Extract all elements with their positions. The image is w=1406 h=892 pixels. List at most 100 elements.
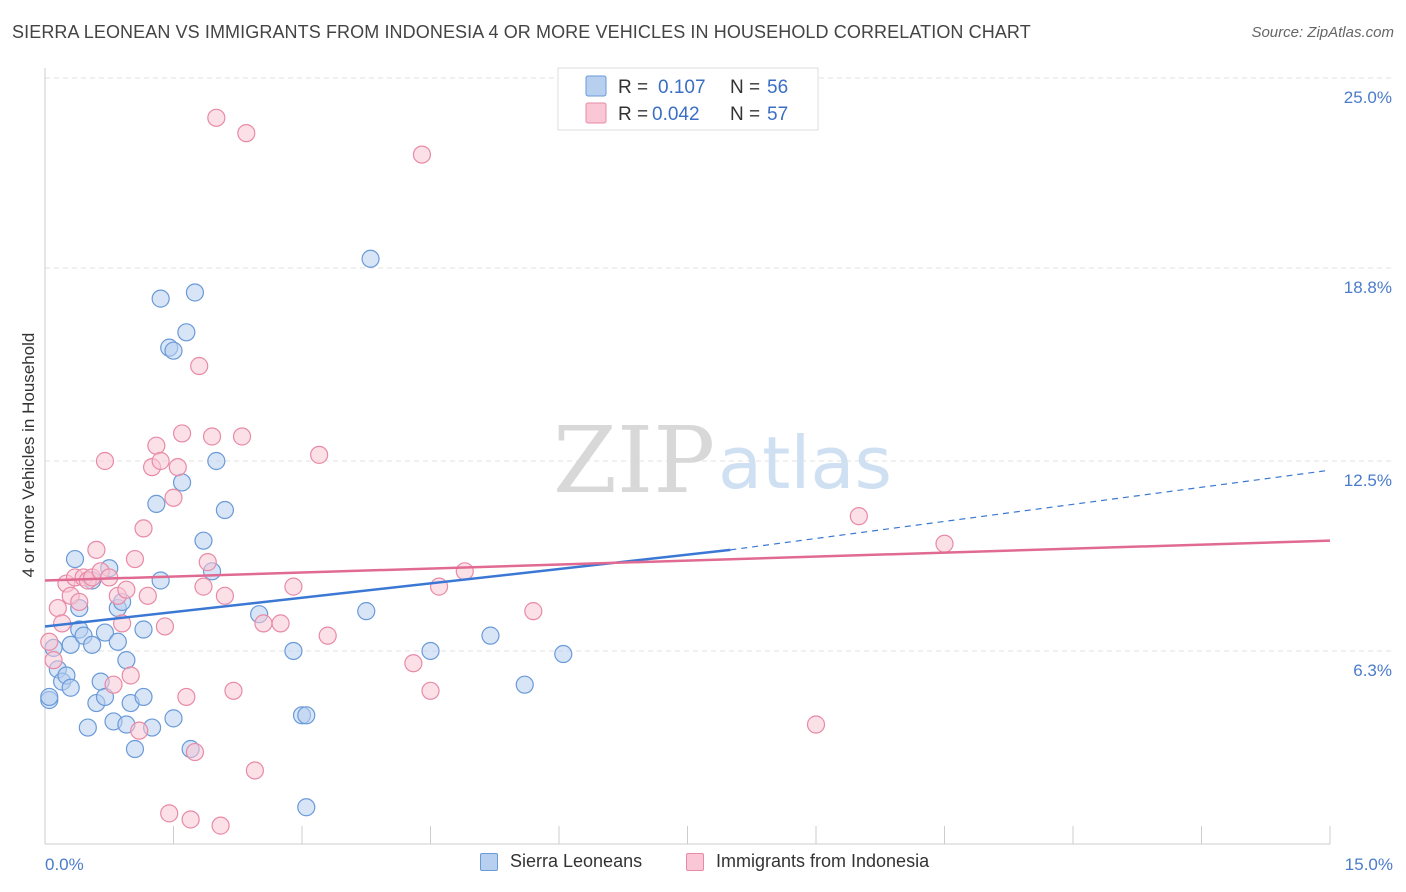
- sierra-leonean-point: [61, 635, 80, 654]
- indonesia-point: [190, 356, 209, 376]
- indonesia-point: [177, 687, 196, 707]
- legend-swatch-sierra-leoneans: [480, 852, 498, 871]
- watermark-atlas: atlas: [718, 421, 892, 505]
- indonesia-point: [318, 626, 337, 645]
- indonesia-point: [211, 816, 230, 835]
- y-tick-label: 6.3%: [1353, 661, 1392, 680]
- indonesia-point: [168, 458, 187, 477]
- indonesia-point: [87, 540, 106, 559]
- sierra-leonean-point: [61, 678, 80, 697]
- sierra-leonean-point: [421, 641, 440, 661]
- indonesia-point: [935, 534, 954, 553]
- indonesia-point: [164, 488, 183, 507]
- indonesia-point: [194, 577, 213, 596]
- sierra-leonean-point: [194, 531, 213, 550]
- sierra-leonean-point: [134, 620, 153, 639]
- indonesia-point: [44, 651, 63, 670]
- legend-n-value-sierra-leoneans: 56: [767, 77, 788, 98]
- sierra-leonean-point: [65, 549, 85, 569]
- indonesia-point: [524, 602, 543, 621]
- indonesia-point: [121, 666, 140, 685]
- indonesia-point: [215, 586, 234, 605]
- watermark-zip: ZIP: [553, 407, 715, 514]
- sierra-leonean-point: [554, 644, 573, 664]
- indonesia-point: [117, 580, 136, 599]
- indonesia-point: [202, 427, 222, 446]
- sierra-leonean-point: [151, 571, 170, 590]
- indonesia-point: [70, 592, 89, 612]
- sierra-leonean-point: [125, 739, 145, 759]
- y-axis-label: 4 or more Vehicles in Household: [19, 333, 38, 578]
- indonesia-point: [125, 549, 145, 569]
- indonesia-point: [237, 124, 256, 143]
- sierra-leonean-point: [83, 635, 102, 654]
- indonesia-point: [412, 145, 432, 164]
- watermark: ZIP atlas: [553, 407, 892, 514]
- legend-swatch-indonesia: [686, 852, 704, 871]
- sierra-leonean-point: [361, 249, 380, 268]
- sierra-leonean-point: [284, 641, 303, 661]
- legend-r-label: R =: [618, 104, 648, 125]
- sierra-leonean-point: [117, 651, 136, 670]
- chart-title: SIERRA LEONEAN VS IMMIGRANTS FROM INDONE…: [12, 22, 1031, 42]
- legend-label-indonesia: Immigrants from Indonesia: [716, 851, 930, 871]
- grid: [45, 77, 1392, 652]
- y-tick-label: 12.5%: [1344, 471, 1392, 490]
- indonesia-point: [245, 761, 264, 780]
- indonesia-point: [232, 427, 252, 446]
- legend-label-sierra-leoneans: Sierra Leoneans: [510, 851, 643, 871]
- indonesia-point: [806, 715, 826, 734]
- legend-item-indonesia[interactable]: Immigrants from Indonesia: [686, 851, 929, 872]
- sierra-leonean-point: [515, 675, 534, 694]
- sierra-leonean-point: [78, 718, 97, 737]
- sierra-leonean-point: [297, 706, 316, 725]
- sierra-leonean-point: [207, 451, 226, 471]
- legend-r-label: R =: [618, 77, 648, 98]
- legend-n-value-indonesia: 57: [767, 104, 788, 125]
- sierra-leonean-point: [357, 602, 376, 621]
- x-tick-label-min: 0.0%: [45, 855, 84, 874]
- indonesia-point: [147, 436, 166, 455]
- indonesia-point: [160, 804, 179, 823]
- sierra-leonean-point: [297, 798, 316, 817]
- sierra-leonean-point: [185, 283, 205, 302]
- indonesia-point: [181, 810, 200, 829]
- source-label: Source: ZipAtlas.com: [1251, 24, 1394, 41]
- x-tick-label-max: 15.0%: [1345, 855, 1393, 874]
- bottom-legend: Sierra Leoneans Immigrants from Indonesi…: [0, 851, 1406, 879]
- indonesia-point: [207, 108, 226, 127]
- indonesia-point: [421, 681, 440, 700]
- sierra-leonean-point: [164, 341, 183, 360]
- indonesia-point: [254, 614, 273, 633]
- indonesia-point: [151, 451, 170, 471]
- sierra-leonean-trend-extension: [730, 469, 1331, 551]
- indonesia-point: [155, 617, 175, 636]
- indonesia-point: [404, 654, 423, 673]
- sierra-leonean-point: [164, 709, 183, 728]
- indonesia-point: [138, 586, 157, 605]
- sierra-leonean-point: [172, 473, 192, 492]
- indonesia-point: [40, 632, 59, 651]
- legend-r-value-indonesia: 0.042: [652, 104, 700, 125]
- sierra-leonean-point: [215, 500, 234, 520]
- sierra-leonean-point: [151, 289, 170, 308]
- legend-n-label: N =: [730, 77, 760, 98]
- legend-box: R = 0.107 N = 56 R = 0.042 N = 57: [557, 67, 819, 131]
- indonesia-point: [172, 424, 192, 443]
- trend-lines: [44, 469, 1331, 628]
- data-points: [40, 108, 954, 835]
- y-tick-label: 18.8%: [1344, 278, 1392, 297]
- indonesia-point: [95, 451, 115, 471]
- legend-swatch-sierra-leoneans: [585, 75, 607, 97]
- sierra-leonean-point: [177, 323, 196, 342]
- indonesia-point: [134, 519, 153, 538]
- indonesia-point: [224, 681, 243, 700]
- sierra-leonean-point: [134, 687, 153, 707]
- axes: [44, 68, 1331, 845]
- legend-item-sierra-leoneans[interactable]: Sierra Leoneans: [480, 851, 642, 872]
- indonesia-trend-line: [44, 539, 1331, 582]
- indonesia-point: [284, 577, 303, 596]
- legend-n-label: N =: [730, 104, 760, 125]
- sierra-leonean-point: [40, 687, 59, 707]
